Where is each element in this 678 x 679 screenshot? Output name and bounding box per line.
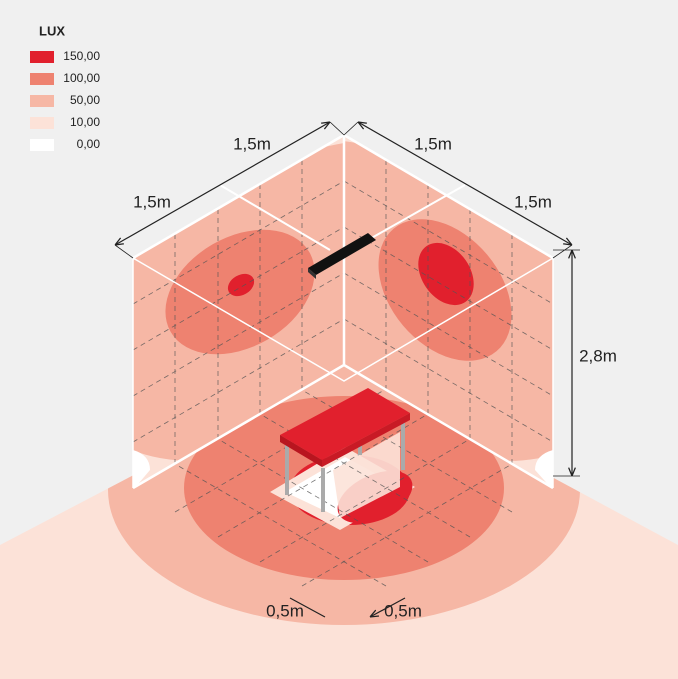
dimension-label: 0,5m: [266, 601, 304, 620]
legend-label: 10,00: [70, 115, 100, 129]
dimension-label: 1,5m: [514, 192, 552, 211]
dimension-label: 1,5m: [414, 134, 452, 153]
dimension-lines: [115, 122, 580, 617]
table: [280, 388, 410, 512]
dimension-label: 2,8m: [579, 346, 617, 365]
legend-label: 150,00: [63, 49, 100, 63]
legend-swatch: [30, 95, 54, 107]
legend-swatch: [30, 117, 54, 129]
legend-swatch: [30, 139, 54, 151]
dimension-label: 1,5m: [233, 134, 271, 153]
legend-swatch: [30, 73, 54, 85]
legend-swatch: [30, 51, 54, 63]
room-outline: [132, 257, 554, 488]
legend-title: LUX: [39, 23, 65, 38]
legend-label: 50,00: [70, 93, 100, 107]
legend: LUX 150,00 100,00 50,00 10,00 0,00: [30, 23, 100, 151]
dimension-label: 1,5m: [133, 192, 171, 211]
legend-label: 0,00: [77, 137, 101, 151]
legend-label: 100,00: [63, 71, 100, 85]
dimension-label: 0,5m: [384, 601, 422, 620]
